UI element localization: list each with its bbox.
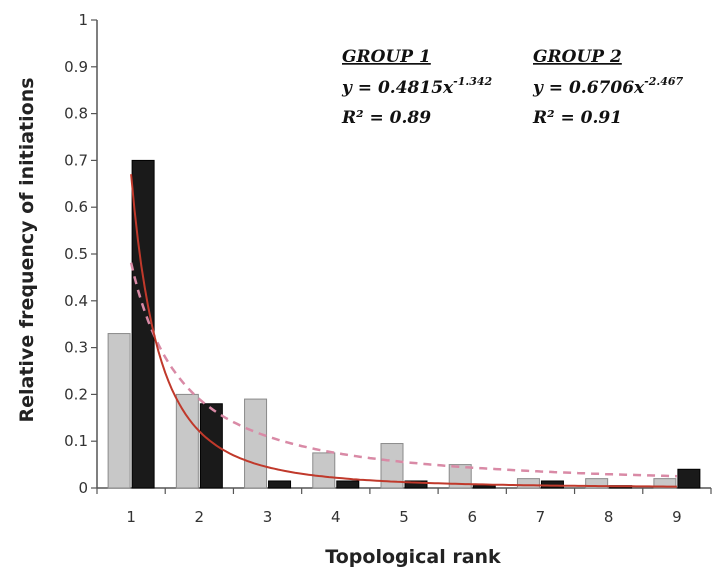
bar-series-1 <box>653 478 677 489</box>
bar-series-2 <box>404 480 428 489</box>
bar-series-2 <box>677 468 701 489</box>
bar-series-1 <box>175 393 199 489</box>
x-tick-label: 8 <box>604 508 614 526</box>
y-tick-label: 0.1 <box>64 432 88 450</box>
x-tick-label: 3 <box>263 508 273 526</box>
bar-series-1 <box>585 478 609 489</box>
fit-2-r2: R² = 0.91 <box>532 108 622 128</box>
bars <box>107 159 701 489</box>
fit-2-heading: GROUP 2 <box>533 47 622 67</box>
tick-labels: 0 0.1 0.2 0.3 0.4 0.5 0.6 0.7 0.8 0.9 1 1 2 3 4 5 6 7 8 9 <box>64 11 682 526</box>
fit-1-equation: y = 0.4815x-1.342 <box>341 75 493 98</box>
bar-series-2 <box>336 480 360 489</box>
fit-1-exponent: -1.342 <box>453 75 492 88</box>
x-axis-label: Topological rank <box>325 546 501 568</box>
fit-1-heading: GROUP 1 <box>342 47 431 67</box>
bar-series-1 <box>380 443 404 489</box>
fit-2-exponent: -2.467 <box>644 75 683 88</box>
fit-curve-1 <box>129 262 677 478</box>
x-tick-label: 1 <box>126 508 136 526</box>
x-tick-label: 7 <box>536 508 546 526</box>
bar-series-1 <box>448 464 472 489</box>
y-tick-label: 1 <box>78 11 88 29</box>
fit-curve-2 <box>130 174 677 488</box>
y-tick-label: 0.5 <box>64 245 88 263</box>
bar-series-1 <box>516 478 540 489</box>
bar-series-1 <box>312 452 336 489</box>
x-tick-label: 5 <box>399 508 409 526</box>
bar-series-2 <box>472 485 496 489</box>
x-tick-label: 9 <box>672 508 682 526</box>
y-tick-label: 0.9 <box>64 58 88 76</box>
bar-series-2 <box>199 403 223 489</box>
y-tick-label: 0.3 <box>64 339 88 357</box>
fit-curves <box>129 174 677 488</box>
y-tick-label: 0 <box>78 479 88 497</box>
bar-series-1 <box>244 398 268 489</box>
x-tick-label: 2 <box>195 508 205 526</box>
fit-annotation-group-1: GROUP 1 y = 0.4815x-1.342 R² = 0.89 <box>341 47 493 128</box>
y-tick-label: 0.2 <box>64 385 88 403</box>
fit-2-equation-base: y = 0.6706x <box>532 78 645 98</box>
x-tick-label: 4 <box>331 508 341 526</box>
bar-series-2 <box>540 480 564 489</box>
x-tick-label: 6 <box>467 508 477 526</box>
bar-series-1 <box>107 333 131 489</box>
y-tick-label: 0.7 <box>64 151 88 169</box>
bar-series-2 <box>268 480 292 489</box>
axes <box>91 19 712 494</box>
y-axis-label: Relative frequency of initiations <box>16 77 38 422</box>
fit-1-r2: R² = 0.89 <box>341 108 431 128</box>
y-tick-label: 0.8 <box>64 105 88 123</box>
y-tick-label: 0.6 <box>64 198 88 216</box>
fit-2-equation: y = 0.6706x-2.467 <box>532 75 684 98</box>
y-tick-label: 0.4 <box>64 292 88 310</box>
fit-annotation-group-2: GROUP 2 y = 0.6706x-2.467 R² = 0.91 <box>532 47 684 128</box>
fit-1-equation-base: y = 0.4815x <box>341 78 454 98</box>
